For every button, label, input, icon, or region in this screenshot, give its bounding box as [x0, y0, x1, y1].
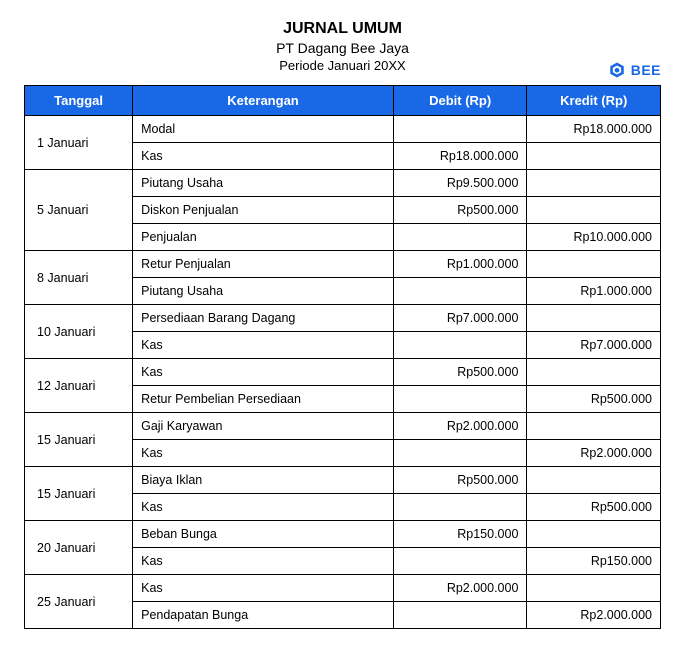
credit-cell: Rp18.000.000: [527, 116, 661, 143]
debit-cell: [393, 494, 527, 521]
credit-cell: [527, 251, 661, 278]
debit-cell: [393, 548, 527, 575]
desc-cell: Kas: [133, 440, 394, 467]
desc-cell: Kas: [133, 359, 394, 386]
debit-cell: [393, 224, 527, 251]
desc-cell: Kas: [133, 143, 394, 170]
credit-cell: [527, 467, 661, 494]
credit-cell: [527, 305, 661, 332]
desc-cell: Diskon Penjualan: [133, 197, 394, 224]
company-name: PT Dagang Bee Jaya: [24, 40, 661, 56]
credit-cell: Rp150.000: [527, 548, 661, 575]
hexagon-icon: [608, 61, 626, 79]
desc-cell: Gaji Karyawan: [133, 413, 394, 440]
debit-cell: Rp2.000.000: [393, 575, 527, 602]
credit-cell: Rp500.000: [527, 386, 661, 413]
debit-cell: Rp7.000.000: [393, 305, 527, 332]
debit-cell: [393, 440, 527, 467]
debit-cell: Rp9.500.000: [393, 170, 527, 197]
debit-cell: Rp500.000: [393, 359, 527, 386]
credit-cell: [527, 359, 661, 386]
desc-cell: Kas: [133, 575, 394, 602]
date-cell: 20 Januari: [25, 521, 133, 575]
desc-cell: Beban Bunga: [133, 521, 394, 548]
table-row: 8 JanuariRetur PenjualanRp1.000.000: [25, 251, 661, 278]
desc-cell: Piutang Usaha: [133, 278, 394, 305]
debit-cell: Rp500.000: [393, 197, 527, 224]
date-cell: 15 Januari: [25, 413, 133, 467]
date-cell: 15 Januari: [25, 467, 133, 521]
debit-cell: [393, 278, 527, 305]
date-cell: 10 Januari: [25, 305, 133, 359]
desc-cell: Piutang Usaha: [133, 170, 394, 197]
credit-cell: Rp2.000.000: [527, 440, 661, 467]
document-title: JURNAL UMUM: [24, 20, 661, 38]
journal-table: Tanggal Keterangan Debit (Rp) Kredit (Rp…: [24, 85, 661, 629]
date-cell: 5 Januari: [25, 170, 133, 251]
credit-cell: [527, 413, 661, 440]
debit-cell: Rp500.000: [393, 467, 527, 494]
credit-cell: [527, 170, 661, 197]
desc-cell: Modal: [133, 116, 394, 143]
table-row: 20 JanuariBeban BungaRp150.000: [25, 521, 661, 548]
col-header-date: Tanggal: [25, 86, 133, 116]
credit-cell: Rp10.000.000: [527, 224, 661, 251]
desc-cell: Penjualan: [133, 224, 394, 251]
table-row: 15 JanuariGaji KaryawanRp2.000.000: [25, 413, 661, 440]
document-header: JURNAL UMUM PT Dagang Bee Jaya Periode J…: [24, 20, 661, 73]
brand-text: BEE: [631, 62, 661, 78]
credit-cell: Rp500.000: [527, 494, 661, 521]
date-cell: 8 Januari: [25, 251, 133, 305]
date-cell: 1 Januari: [25, 116, 133, 170]
debit-cell: Rp1.000.000: [393, 251, 527, 278]
table-row: 12 JanuariKasRp500.000: [25, 359, 661, 386]
table-row: 10 JanuariPersediaan Barang DagangRp7.00…: [25, 305, 661, 332]
desc-cell: Kas: [133, 548, 394, 575]
credit-cell: [527, 143, 661, 170]
date-cell: 12 Januari: [25, 359, 133, 413]
credit-cell: [527, 575, 661, 602]
period-label: Periode Januari 20XX: [24, 58, 661, 73]
date-cell: 25 Januari: [25, 575, 133, 629]
credit-cell: [527, 521, 661, 548]
table-row: 15 JanuariBiaya IklanRp500.000: [25, 467, 661, 494]
table-row: 5 JanuariPiutang UsahaRp9.500.000: [25, 170, 661, 197]
debit-cell: Rp150.000: [393, 521, 527, 548]
credit-cell: Rp7.000.000: [527, 332, 661, 359]
desc-cell: Persediaan Barang Dagang: [133, 305, 394, 332]
debit-cell: Rp18.000.000: [393, 143, 527, 170]
desc-cell: Retur Pembelian Persediaan: [133, 386, 394, 413]
debit-cell: [393, 116, 527, 143]
col-header-debit: Debit (Rp): [393, 86, 527, 116]
col-header-desc: Keterangan: [133, 86, 394, 116]
credit-cell: [527, 197, 661, 224]
desc-cell: Retur Penjualan: [133, 251, 394, 278]
brand-logo: BEE: [608, 61, 661, 79]
table-row: 25 JanuariKasRp2.000.000: [25, 575, 661, 602]
desc-cell: Biaya Iklan: [133, 467, 394, 494]
credit-cell: Rp2.000.000: [527, 602, 661, 629]
desc-cell: Kas: [133, 332, 394, 359]
desc-cell: Kas: [133, 494, 394, 521]
table-row: 1 JanuariModalRp18.000.000: [25, 116, 661, 143]
credit-cell: Rp1.000.000: [527, 278, 661, 305]
debit-cell: Rp2.000.000: [393, 413, 527, 440]
table-header-row: Tanggal Keterangan Debit (Rp) Kredit (Rp…: [25, 86, 661, 116]
debit-cell: [393, 386, 527, 413]
col-header-credit: Kredit (Rp): [527, 86, 661, 116]
debit-cell: [393, 602, 527, 629]
debit-cell: [393, 332, 527, 359]
desc-cell: Pendapatan Bunga: [133, 602, 394, 629]
